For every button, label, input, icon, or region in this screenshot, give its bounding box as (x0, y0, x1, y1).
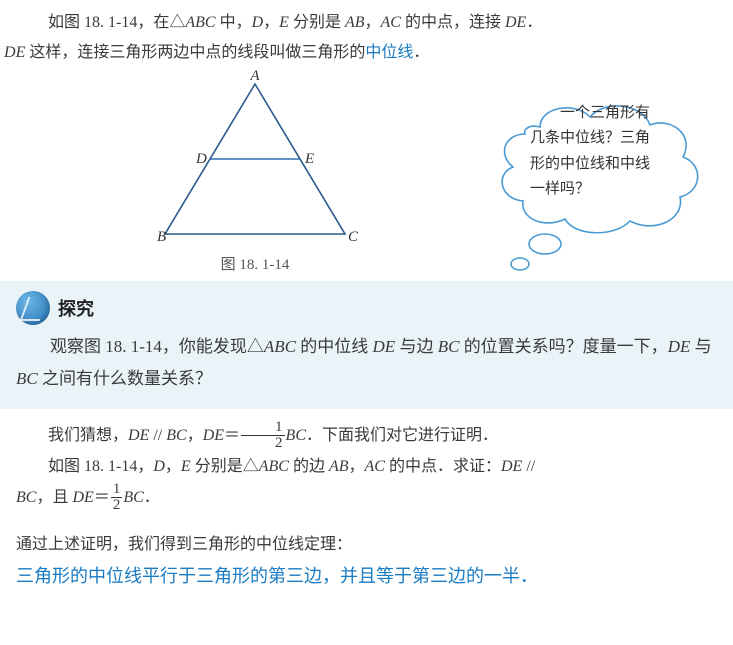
bubble-line: 几条中位线？三角 (530, 130, 650, 146)
bubble-text: 一个三角形有 几条中位线？三角 形的中位线和中线 一样吗？ (530, 101, 695, 203)
svg-text:C: C (348, 229, 359, 245)
tanjiu-body: 观察图 18. 1-14，你能发现△ABC 的中位线 DE 与边 BC 的位置关… (16, 331, 717, 396)
text: 的位置关系吗？度量一下， (459, 337, 667, 356)
svg-text:E: E (304, 151, 314, 167)
text-de: DE (501, 458, 522, 475)
text: ＝ (224, 428, 240, 445)
text-de: DE (668, 337, 691, 356)
text-bc: BC (438, 337, 460, 356)
text: ， (365, 14, 381, 31)
text-de: DE (128, 428, 149, 445)
fraction-half: 12 (241, 420, 285, 451)
guess-paragraph: 我们猜想，DE // BC，DE＝12BC．下面我们对它进行证明． (16, 421, 717, 452)
text: // (149, 428, 166, 445)
text-bc: BC (16, 489, 36, 506)
text-bc: BC (16, 369, 38, 388)
text-de: DE (373, 337, 396, 356)
triangle-svg: A B C D E (140, 69, 370, 254)
intro-paragraph: 如图 18. 1-14，在△ABC 中，D，E 分别是 AB，AC 的中点，连接… (0, 0, 733, 69)
numerator: 1 (241, 420, 285, 436)
tanjiu-title: 探究 (58, 295, 94, 321)
text: 的中点，连接 (401, 14, 505, 31)
text: ，且 (36, 489, 72, 506)
text-de: DE (505, 14, 526, 31)
bubble-line: 形的中位线和中线 (530, 156, 650, 172)
tanjiu-section: 探究 观察图 18. 1-14，你能发现△ABC 的中位线 DE 与边 BC 的… (0, 281, 733, 410)
text: ， (263, 14, 279, 31)
given-paragraph: 如图 18. 1-14，D，E 分别是△ABC 的边 AB，AC 的中点．求证：… (16, 452, 717, 482)
text: 与 (690, 337, 711, 356)
text-de: DE (203, 428, 224, 445)
triangle-figure: A B C D E 图 18. 1-14 (140, 69, 370, 274)
text: 如图 18. 1-14， (48, 458, 153, 475)
text: 与边 (395, 337, 438, 356)
text-de: DE (72, 489, 93, 506)
theorem-text: 三角形的中位线平行于三角形的第三边，并且等于第三边的一半． (0, 560, 733, 592)
thought-bubble: 一个三角形有 几条中位线？三角 形的中位线和中线 一样吗？ (485, 79, 715, 284)
conclusion-intro: 通过上述证明，我们得到三角形的中位线定理： (16, 530, 717, 560)
text: 我们猜想， (48, 428, 128, 445)
text-de: DE (4, 44, 25, 61)
denominator: 2 (241, 436, 285, 451)
text: ．下面我们对它进行证明． (306, 428, 498, 445)
text: 分别是 (289, 14, 345, 31)
text-abc: ABC (259, 458, 289, 475)
text-ab: AB (345, 14, 365, 31)
fraction-half: 12 (111, 482, 123, 513)
text: ． (413, 44, 429, 61)
text: 的中位线 (296, 337, 373, 356)
lower-block: 我们猜想，DE // BC，DE＝12BC．下面我们对它进行证明． 如图 18.… (0, 409, 733, 560)
text-e: E (279, 14, 289, 31)
text: // (522, 458, 535, 475)
text: 的中点．求证： (385, 458, 501, 475)
text: ． (144, 489, 160, 506)
text-e: E (181, 458, 191, 475)
keyword-midline: 中位线 (365, 44, 413, 61)
text-bc: BC (286, 428, 306, 445)
numerator: 1 (111, 482, 123, 498)
bubble-line: 一样吗？ (530, 181, 590, 197)
text: ． (526, 14, 542, 31)
svg-text:A: A (249, 69, 260, 84)
text-ab: AB (329, 458, 349, 475)
text-ac: AC (381, 14, 401, 31)
given-paragraph-2: BC，且 DE＝12BC． (16, 483, 717, 514)
text-bc: BC (123, 489, 143, 506)
text: ＝ (94, 489, 110, 506)
text: 分别是△ (191, 458, 259, 475)
text: ， (187, 428, 203, 445)
text: 中， (216, 14, 252, 31)
text: 如图 18. 1-14，在△ (48, 14, 185, 31)
figure-row: A B C D E 图 18. 1-14 一个三角形有 几条中位线？三角 形的中… (0, 69, 733, 279)
svg-text:D: D (195, 151, 207, 167)
tanjiu-icon (16, 291, 50, 325)
denominator: 2 (111, 498, 123, 513)
text: 观察图 18. 1-14，你能发现△ (50, 337, 264, 356)
text: ， (165, 458, 181, 475)
bubble-line: 一个三角形有 (530, 101, 695, 127)
text: 这样，连接三角形两边中点的线段叫做三角形的 (25, 44, 365, 61)
text-abc: ABC (185, 14, 215, 31)
text: 的边 (289, 458, 329, 475)
text: ， (349, 458, 365, 475)
text-ac: AC (365, 458, 385, 475)
text: 之间有什么数量关系？ (38, 369, 212, 388)
text-d: D (252, 14, 264, 31)
text-d: D (153, 458, 165, 475)
text-bc: BC (166, 428, 186, 445)
svg-text:B: B (157, 229, 166, 245)
figure-caption: 图 18. 1-14 (140, 253, 370, 274)
text-abc: ABC (264, 337, 296, 356)
tanjiu-header: 探究 (16, 291, 717, 325)
